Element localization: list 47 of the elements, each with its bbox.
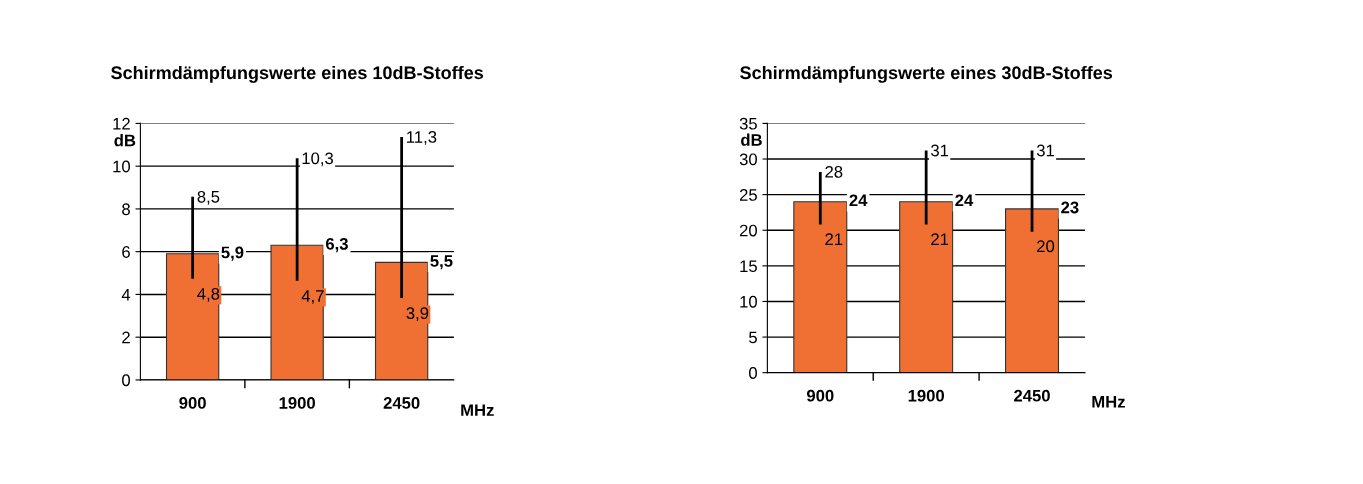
x-tick-label: 2450 <box>1014 389 1050 402</box>
y-tick-label: 6 <box>122 246 130 258</box>
x-tick-label: 1900 <box>279 397 315 409</box>
annotation: 21 <box>931 233 949 245</box>
y-tick-label: 5 <box>749 331 757 344</box>
data-label: 23 <box>1061 201 1079 214</box>
annotation: 21 <box>825 233 843 245</box>
annotation: 20 <box>1037 240 1055 253</box>
y-tick-label: 0 <box>122 374 131 387</box>
x-tick-label: 900 <box>179 397 206 409</box>
y-tick-label: 20 <box>739 224 757 237</box>
data-label: 5,5 <box>430 255 453 270</box>
annotation: 31 <box>931 144 949 157</box>
annotation: 10,3 <box>302 152 334 167</box>
annotation: 11,3 <box>407 131 437 145</box>
annotation: 28 <box>825 165 843 178</box>
y-tick-label: 10 <box>740 295 757 308</box>
data-label: 6,3 <box>325 237 348 253</box>
y-tick-label: 0 <box>749 367 757 379</box>
y-tick-label: 2 <box>122 331 130 344</box>
annotation: 31 <box>1036 144 1054 157</box>
x-tick-label: 2450 <box>383 397 420 409</box>
y-tick-label: 35 <box>739 117 757 130</box>
annotation: 4,7 <box>301 290 324 304</box>
data-label: 24 <box>849 194 868 207</box>
x-axis-title: MHz <box>1092 396 1125 408</box>
y-tick-label: 8 <box>122 203 130 216</box>
annotation: 4,8 <box>197 287 220 302</box>
x-tick-label: 1900 <box>908 389 945 402</box>
bar <box>165 253 220 380</box>
annotation: 3,9 <box>406 307 429 321</box>
y-tick-label: 10 <box>113 160 131 173</box>
chart-title: Schirmdämpfungswerte eines 30dB-Stoffes <box>740 65 1113 83</box>
data-label: 24 <box>955 194 974 207</box>
y-axis-title: dB <box>741 133 762 146</box>
bar <box>270 244 324 380</box>
chart-title: Schirmdämpfungswerte eines 10dB-Stoffes <box>111 65 484 83</box>
data-label: 5,9 <box>221 246 244 261</box>
y-tick-label: 30 <box>739 153 757 166</box>
y-tick-label: 25 <box>739 189 757 201</box>
y-tick-label: 15 <box>740 260 757 273</box>
x-tick-label: 900 <box>806 389 834 402</box>
annotation: 8,5 <box>197 190 220 205</box>
x-axis-title: MHz <box>461 404 494 416</box>
y-axis-title: dB <box>114 134 136 147</box>
y-tick-label: 4 <box>121 289 131 301</box>
y-tick-label: 12 <box>113 117 130 130</box>
